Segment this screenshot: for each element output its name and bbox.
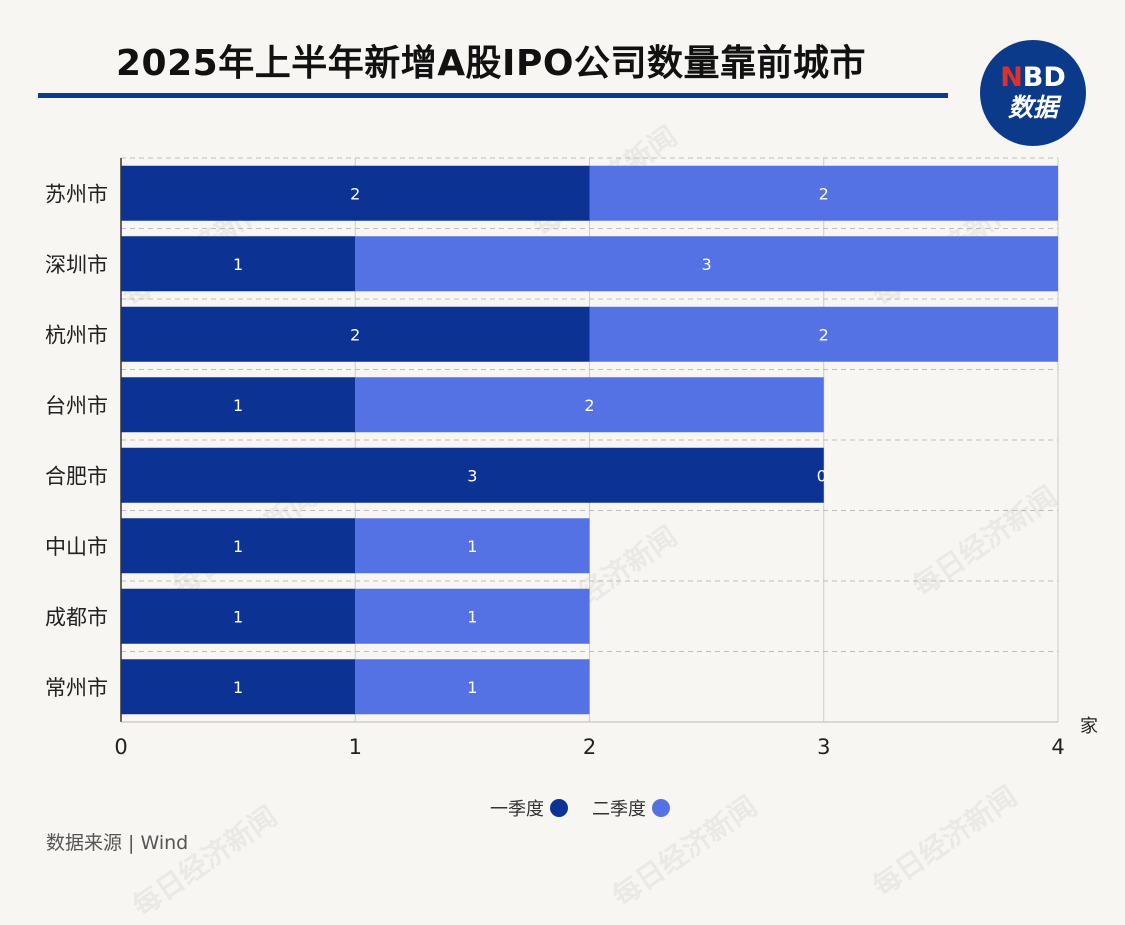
bar-value-label: 1 xyxy=(233,255,243,274)
x-tick-label: 2 xyxy=(583,735,596,759)
bar-value-label: 2 xyxy=(350,184,360,203)
bar-value-label: 2 xyxy=(819,184,829,203)
category-label: 杭州市 xyxy=(45,323,108,347)
nbd-logo: NBD 数据 xyxy=(980,40,1086,146)
bar-q2 xyxy=(355,377,824,433)
title-underline xyxy=(38,93,948,98)
bar-value-label: 1 xyxy=(467,537,477,556)
x-axis-unit: 家 xyxy=(1080,716,1098,737)
stacked-bar-chart: 2 2 苏州市 1 3 深圳市 2 2 杭州市 1 2 台州市 3 0 合肥市 1 1 中山市 1 1 成都市 1 1 常州市… xyxy=(45,157,1065,759)
data-source: 数据来源 | Wind xyxy=(46,832,189,854)
legend-dot-q1 xyxy=(550,799,568,817)
logo-top-text: NBD xyxy=(1000,62,1066,93)
bar-q1 xyxy=(121,588,356,644)
bar-q1 xyxy=(121,377,356,433)
category-label: 成都市 xyxy=(45,605,108,629)
x-tick-label: 4 xyxy=(1051,735,1064,759)
legend-label-q1: 一季度 xyxy=(490,799,544,820)
category-label: 深圳市 xyxy=(45,253,108,277)
bar-q2 xyxy=(355,659,590,715)
legend-dot-q2 xyxy=(652,799,670,817)
bar-value-label: 3 xyxy=(702,255,712,274)
bar-value-label: 1 xyxy=(467,678,477,697)
bar-value-label: 0 xyxy=(817,466,827,485)
category-label: 苏州市 xyxy=(45,182,108,206)
bar-value-label: 1 xyxy=(467,607,477,626)
bar-q1 xyxy=(121,659,356,715)
category-label: 台州市 xyxy=(45,394,108,418)
bar-value-label: 1 xyxy=(233,678,243,697)
bar-value-label: 3 xyxy=(467,466,477,485)
bar-q2 xyxy=(355,236,1058,292)
legend-label-q2: 二季度 xyxy=(592,799,646,820)
bar-q1 xyxy=(121,165,590,221)
bar-q1 xyxy=(121,447,824,503)
bar-q2 xyxy=(589,306,1058,362)
bar-q1 xyxy=(121,236,356,292)
bar-value-label: 2 xyxy=(350,325,360,344)
bar-q1 xyxy=(121,518,356,574)
legend-item-q1[interactable]: 一季度 xyxy=(490,795,568,821)
bar-value-label: 2 xyxy=(819,325,829,344)
bar-q2 xyxy=(589,165,1058,221)
legend-item-q2[interactable]: 二季度 xyxy=(592,795,670,821)
category-label: 合肥市 xyxy=(45,464,108,488)
x-tick-label: 3 xyxy=(817,735,830,759)
x-tick-label: 0 xyxy=(114,735,127,759)
x-tick-label: 1 xyxy=(349,735,362,759)
logo-bottom-text: 数据 xyxy=(1007,93,1058,122)
category-label: 常州市 xyxy=(45,676,108,700)
chart-title: 2025年上半年新增A股IPO公司数量靠前城市 xyxy=(116,43,866,84)
bar-value-label: 1 xyxy=(233,396,243,415)
category-label: 中山市 xyxy=(45,535,108,559)
bar-q2 xyxy=(355,588,590,644)
bar-value-label: 1 xyxy=(233,537,243,556)
legend: 一季度 二季度 xyxy=(0,795,1125,821)
bar-value-label: 2 xyxy=(584,396,594,415)
bar-q2 xyxy=(355,518,590,574)
bar-q1 xyxy=(121,306,590,362)
bar-value-label: 1 xyxy=(233,607,243,626)
